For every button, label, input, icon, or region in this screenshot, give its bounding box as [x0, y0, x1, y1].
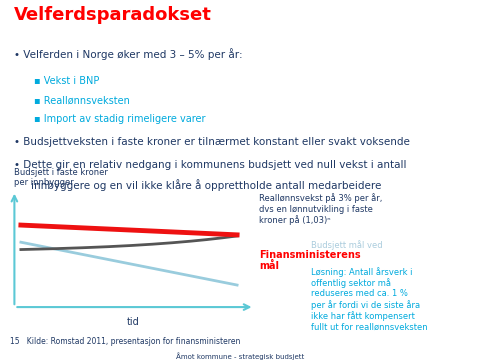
Text: 15   Kilde: Romstad 2011, presentasjon for finansministeren: 15 Kilde: Romstad 2011, presentasjon for…: [10, 337, 240, 346]
Text: innbyggere og en vil ikke klåre å opprettholde antall medarbeidere: innbyggere og en vil ikke klåre å oppret…: [31, 179, 382, 191]
Text: • Dette gir en relativ nedgang i kommunens budsjett ved null vekst i antall: • Dette gir en relativ nedgang i kommune…: [14, 160, 407, 170]
Text: Budsjett i faste kroner
per innbygger: Budsjett i faste kroner per innbygger: [14, 168, 108, 187]
Text: Finansministerens
mål: Finansministerens mål: [259, 249, 360, 271]
Text: • Budsjettveksten i faste kroner er tilnærmet konstant eller svakt voksende: • Budsjettveksten i faste kroner er tiln…: [14, 138, 410, 147]
Text: ▪ Reallønnsveksten: ▪ Reallønnsveksten: [34, 95, 130, 105]
Text: Budsjett mål ved: Budsjett mål ved: [311, 240, 383, 249]
Text: tid: tid: [127, 317, 140, 327]
Text: Reallønnsvekst på 3% per år,
dvs en lønnutvikling i faste
kroner på (1,03)ⁿ: Reallønnsvekst på 3% per år, dvs en lønn…: [259, 193, 382, 225]
Text: ▪ Import av stadig rimeligere varer: ▪ Import av stadig rimeligere varer: [34, 114, 205, 125]
Text: Åmot kommune - strategisk budsjett: Åmot kommune - strategisk budsjett: [176, 352, 304, 360]
Text: • Velferden i Norge øker med 3 – 5% per år:: • Velferden i Norge øker med 3 – 5% per …: [14, 48, 243, 60]
Text: Løsning: Antall årsverk i
offentlig sektor må
reduseres med ca. 1 %
per år fordi: Løsning: Antall årsverk i offentlig sekt…: [311, 267, 427, 332]
Text: ▪ Vekst i BNP: ▪ Vekst i BNP: [34, 76, 99, 86]
Text: Velferdsparadokset: Velferdsparadokset: [14, 6, 212, 24]
